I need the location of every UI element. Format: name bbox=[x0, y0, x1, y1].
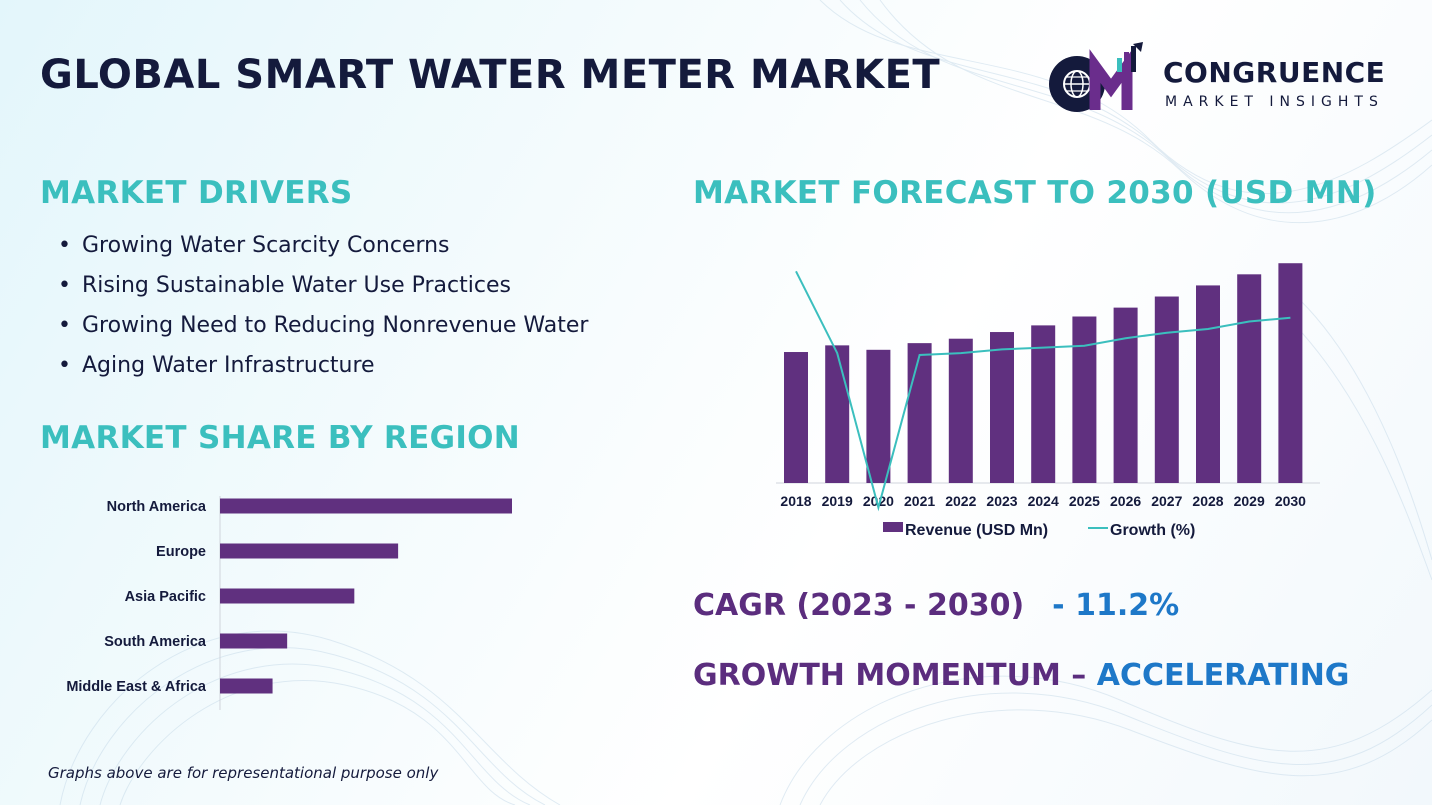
year-tick-label: 2026 bbox=[1110, 493, 1141, 509]
region-bar bbox=[220, 498, 512, 514]
legend-revenue-label: Revenue (USD Mn) bbox=[905, 522, 1048, 539]
region-bar bbox=[220, 588, 355, 604]
driver-item-text: Rising Sustainable Water Use Practices bbox=[82, 273, 511, 298]
region-bar bbox=[220, 678, 273, 694]
year-tick-label: 2024 bbox=[1028, 493, 1059, 509]
region-category-label: Europe bbox=[156, 544, 206, 560]
revenue-bar bbox=[1154, 296, 1179, 483]
year-tick-label: 2018 bbox=[780, 493, 811, 509]
revenue-bar bbox=[990, 332, 1014, 483]
revenue-bar bbox=[1072, 316, 1097, 483]
region-category-label: North America bbox=[107, 499, 207, 515]
year-tick-label: 2027 bbox=[1151, 493, 1182, 509]
cagr-line: CAGR (2023 - 2030) - 11.2% bbox=[693, 588, 1179, 623]
driver-item-text: Aging Water Infrastructure bbox=[82, 353, 375, 378]
drivers-list: • Growing Water Scarcity Concerns • Rising… bbox=[58, 230, 588, 390]
footnote: Graphs above are for representational pu… bbox=[48, 764, 439, 782]
page-title: GLOBAL SMART WATER METER MARKET bbox=[40, 52, 941, 98]
revenue-bar bbox=[825, 345, 850, 483]
region-category-label: Middle East & Africa bbox=[66, 679, 207, 695]
driver-item: • Aging Water Infrastructure bbox=[58, 353, 375, 378]
year-tick-label: 2022 bbox=[945, 493, 976, 509]
market-share-by-region-heading: MARKET SHARE BY REGION bbox=[40, 420, 521, 456]
region-share-bar-chart: North America Europe Asia Pacific South Ame… bbox=[66, 496, 512, 710]
driver-item-text: Growing Need to Reducing Nonrevenue Wate… bbox=[82, 313, 589, 338]
revenue-bar bbox=[907, 343, 932, 483]
region-category-label: Asia Pacific bbox=[125, 589, 206, 605]
legend-revenue-swatch bbox=[883, 522, 903, 532]
cagr-value: - 11.2% bbox=[1052, 588, 1180, 623]
legend-growth-label: Growth (%) bbox=[1110, 522, 1195, 539]
driver-item: • Growing Need to Reducing Nonrevenue Wat… bbox=[58, 313, 589, 338]
logo-name: CONGRUENCE bbox=[1163, 56, 1386, 89]
region-bar bbox=[220, 633, 288, 649]
logo-subtitle: MARKET INSIGHTS bbox=[1165, 94, 1384, 110]
driver-item: • Growing Water Scarcity Concerns bbox=[58, 233, 450, 258]
driver-item-text: Growing Water Scarcity Concerns bbox=[82, 233, 450, 258]
growth-momentum-line: GROWTH MOMENTUM – ACCELERATING bbox=[693, 658, 1349, 693]
year-tick-label: 2021 bbox=[904, 493, 935, 509]
revenue-bar bbox=[1196, 285, 1220, 483]
cagr-label: CAGR (2023 - 2030) bbox=[693, 588, 1025, 623]
revenue-bar bbox=[866, 349, 891, 483]
momentum-value: ACCELERATING bbox=[1096, 658, 1350, 693]
year-tick-label: 2028 bbox=[1192, 493, 1223, 509]
market-forecast-heading: MARKET FORECAST TO 2030 (USD MN) bbox=[693, 175, 1377, 211]
year-tick-label: 2029 bbox=[1234, 493, 1265, 509]
growth-line bbox=[795, 270, 1291, 512]
year-tick-label: 2020 bbox=[863, 493, 894, 509]
revenue-bar bbox=[784, 352, 808, 483]
logo: CONGRUENCE MARKET INSIGHTS bbox=[1045, 40, 1405, 120]
market-drivers-heading: MARKET DRIVERS bbox=[40, 175, 353, 211]
region-bar bbox=[220, 543, 399, 559]
revenue-bar bbox=[1113, 307, 1138, 483]
driver-item: • Rising Sustainable Water Use Practices bbox=[58, 273, 511, 298]
revenue-bar bbox=[948, 338, 973, 483]
revenue-bar bbox=[1237, 274, 1262, 483]
year-tick-label: 2030 bbox=[1275, 493, 1306, 509]
year-tick-label: 2023 bbox=[986, 493, 1017, 509]
momentum-label: GROWTH MOMENTUM – bbox=[693, 658, 1087, 693]
revenue-bar bbox=[1031, 325, 1056, 483]
year-tick-label: 2025 bbox=[1069, 493, 1100, 509]
logo-globe-icon bbox=[1049, 42, 1143, 112]
forecast-combo-chart: 2018 2019 2020 2021 2022 2023 2024 2025 2026 2027… bbox=[776, 263, 1320, 539]
year-tick-label: 2019 bbox=[822, 493, 853, 509]
region-category-label: South America bbox=[104, 634, 207, 650]
revenue-bar bbox=[1278, 263, 1303, 483]
